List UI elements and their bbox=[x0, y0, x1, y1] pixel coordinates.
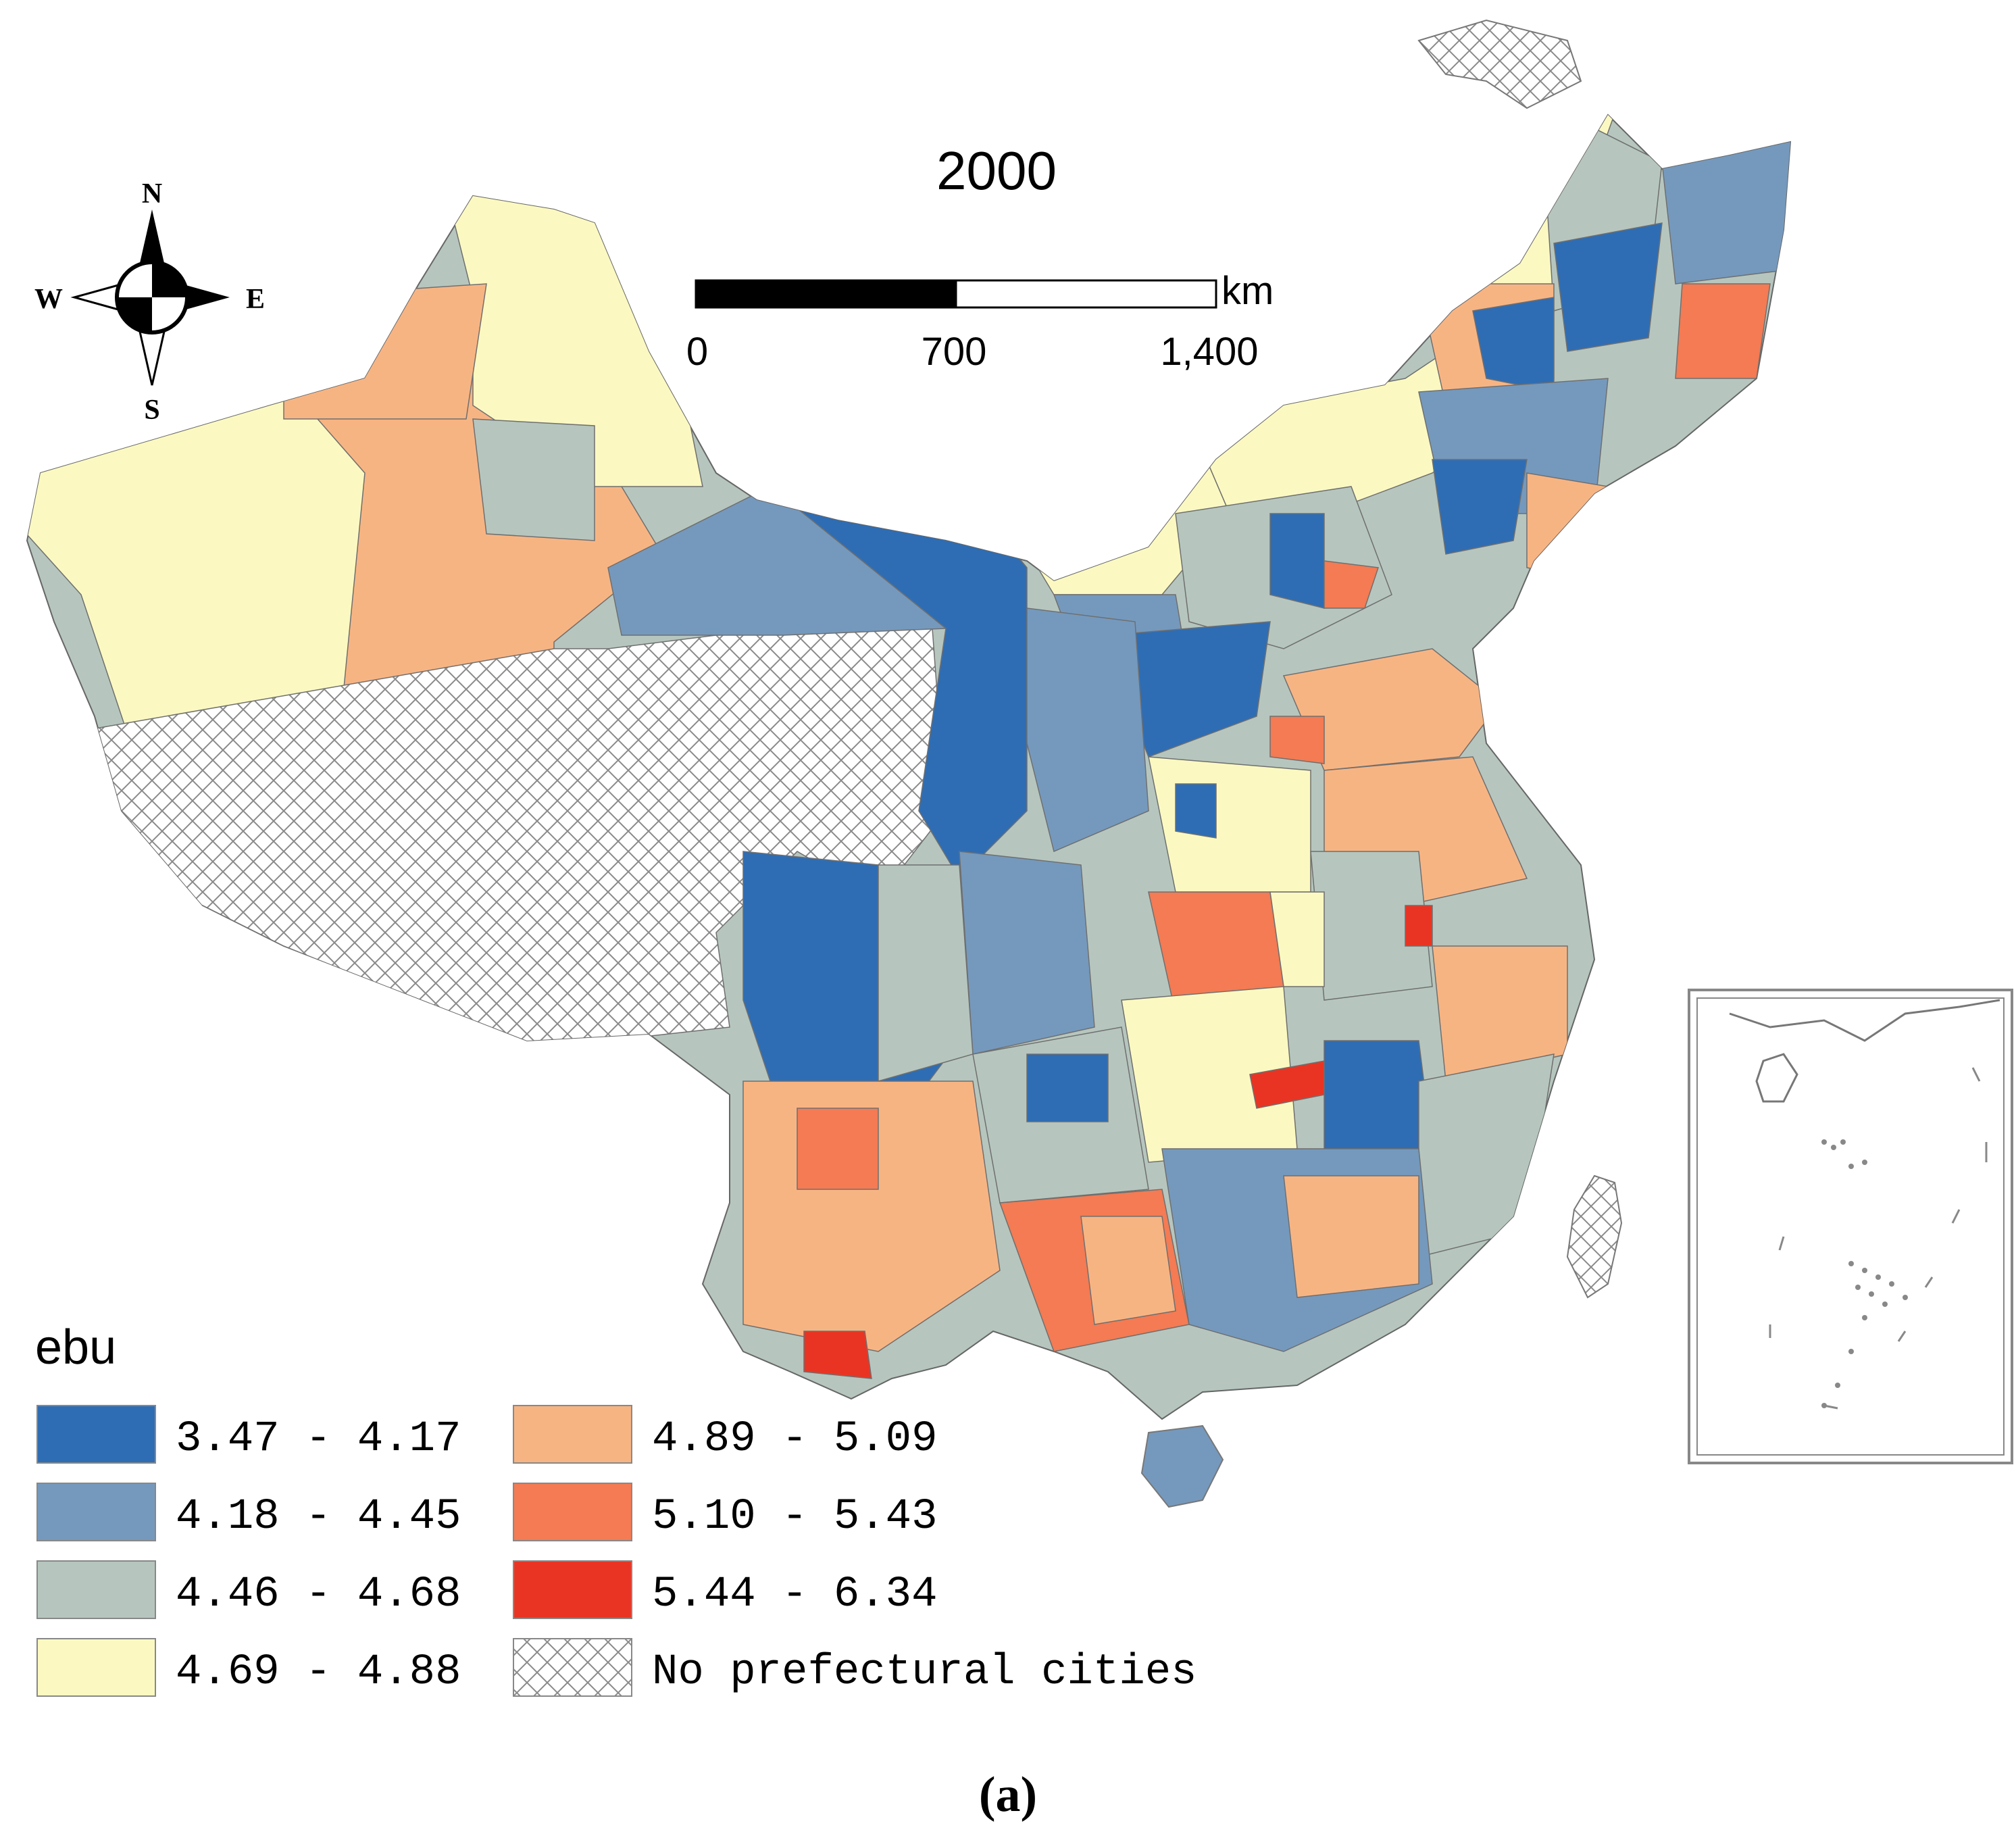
region-xinjiang-east bbox=[472, 418, 595, 541]
map-title: 2000 bbox=[936, 141, 1057, 201]
region-fujian bbox=[1418, 1053, 1555, 1258]
hainan-island bbox=[1140, 1424, 1224, 1508]
northeast-hatched bbox=[1417, 19, 1582, 109]
north-arrow: N S W E bbox=[34, 178, 265, 426]
taiwan-hatched bbox=[1566, 1174, 1623, 1299]
scale-tick-0: 0 bbox=[686, 330, 708, 374]
scale-tick-2: 1,400 bbox=[1160, 330, 1258, 374]
region-heilongjiang-blue bbox=[1553, 222, 1663, 352]
compass-west: W bbox=[34, 284, 63, 315]
region-xinjiang-northwest bbox=[283, 283, 487, 420]
scale-unit: km bbox=[1221, 269, 1274, 313]
region-guangxi-mix bbox=[1080, 1216, 1176, 1325]
legend-swatch-6 bbox=[513, 1560, 632, 1619]
region-anhui-red bbox=[1405, 905, 1433, 947]
legend-swatch-1 bbox=[36, 1483, 156, 1541]
inset-hainan bbox=[1755, 1053, 1798, 1103]
region-xinjiang-west bbox=[27, 378, 379, 737]
region-tianjin-orange bbox=[1324, 560, 1380, 609]
scale-tick-1: 700 bbox=[922, 330, 987, 374]
legend: ebu 3.47 - 4.17 4.18 - 4.45 4.46 - 4.68 … bbox=[35, 1320, 1197, 1697]
legend-label-4: 4.89 - 5.09 bbox=[652, 1415, 937, 1464]
panel-label: (a) bbox=[979, 1767, 1037, 1822]
region-sichuan-east bbox=[878, 864, 974, 1082]
region-guizhou-blue bbox=[1026, 1053, 1109, 1122]
china-map bbox=[26, 114, 1792, 1420]
region-henan-blue bbox=[1175, 783, 1217, 839]
region-henan bbox=[1148, 756, 1311, 893]
legend-swatch-7 bbox=[513, 1638, 632, 1697]
region-yunnan-red bbox=[803, 1331, 872, 1379]
region-jiangxi bbox=[1324, 1040, 1433, 1163]
region-chongqing bbox=[959, 851, 1095, 1055]
legend-swatch-4 bbox=[513, 1405, 632, 1464]
legend-label-5: 5.10 - 5.43 bbox=[652, 1493, 937, 1541]
legend-label-3: 4.69 - 4.88 bbox=[176, 1648, 461, 1697]
legend-label-0: 3.47 - 4.17 bbox=[176, 1415, 461, 1464]
region-yunnan-orange bbox=[797, 1108, 879, 1190]
inset-islands bbox=[1821, 1139, 1908, 1408]
legend-swatch-3 bbox=[36, 1638, 156, 1697]
inset-coastline bbox=[1729, 999, 2000, 1042]
legend-swatch-0 bbox=[36, 1405, 156, 1464]
inset-dash-line bbox=[1769, 1067, 1988, 1410]
compass-north: N bbox=[142, 178, 162, 209]
legend-label-1: 4.18 - 4.45 bbox=[176, 1493, 461, 1541]
region-shaanxi bbox=[1026, 607, 1149, 853]
region-liaoning-blue bbox=[1432, 459, 1528, 555]
legend-label-2: 4.46 - 4.68 bbox=[176, 1570, 461, 1619]
legend-label-7: No prefectural cities bbox=[652, 1648, 1197, 1697]
legend-title: ebu bbox=[35, 1320, 116, 1374]
legend-swatch-2 bbox=[36, 1560, 156, 1619]
region-qinghai bbox=[607, 486, 948, 636]
compass-east: E bbox=[246, 284, 265, 315]
region-beijing-blue bbox=[1269, 513, 1325, 609]
legend-swatch-5 bbox=[513, 1483, 632, 1541]
region-jilin-orange bbox=[1675, 283, 1771, 379]
region-hubei-yellow bbox=[1269, 891, 1325, 987]
region-guangdong-orange bbox=[1283, 1175, 1419, 1298]
south-china-sea-inset bbox=[1688, 989, 2013, 1464]
scale-bar: km 0 700 1,400 bbox=[686, 269, 1274, 374]
region-heilongjiang-east bbox=[1661, 134, 1790, 284]
compass-south: S bbox=[144, 395, 159, 426]
region-liaoning-orange bbox=[1526, 472, 1609, 582]
legend-label-6: 5.44 - 6.34 bbox=[652, 1570, 937, 1619]
region-shandong-orange bbox=[1269, 716, 1325, 764]
